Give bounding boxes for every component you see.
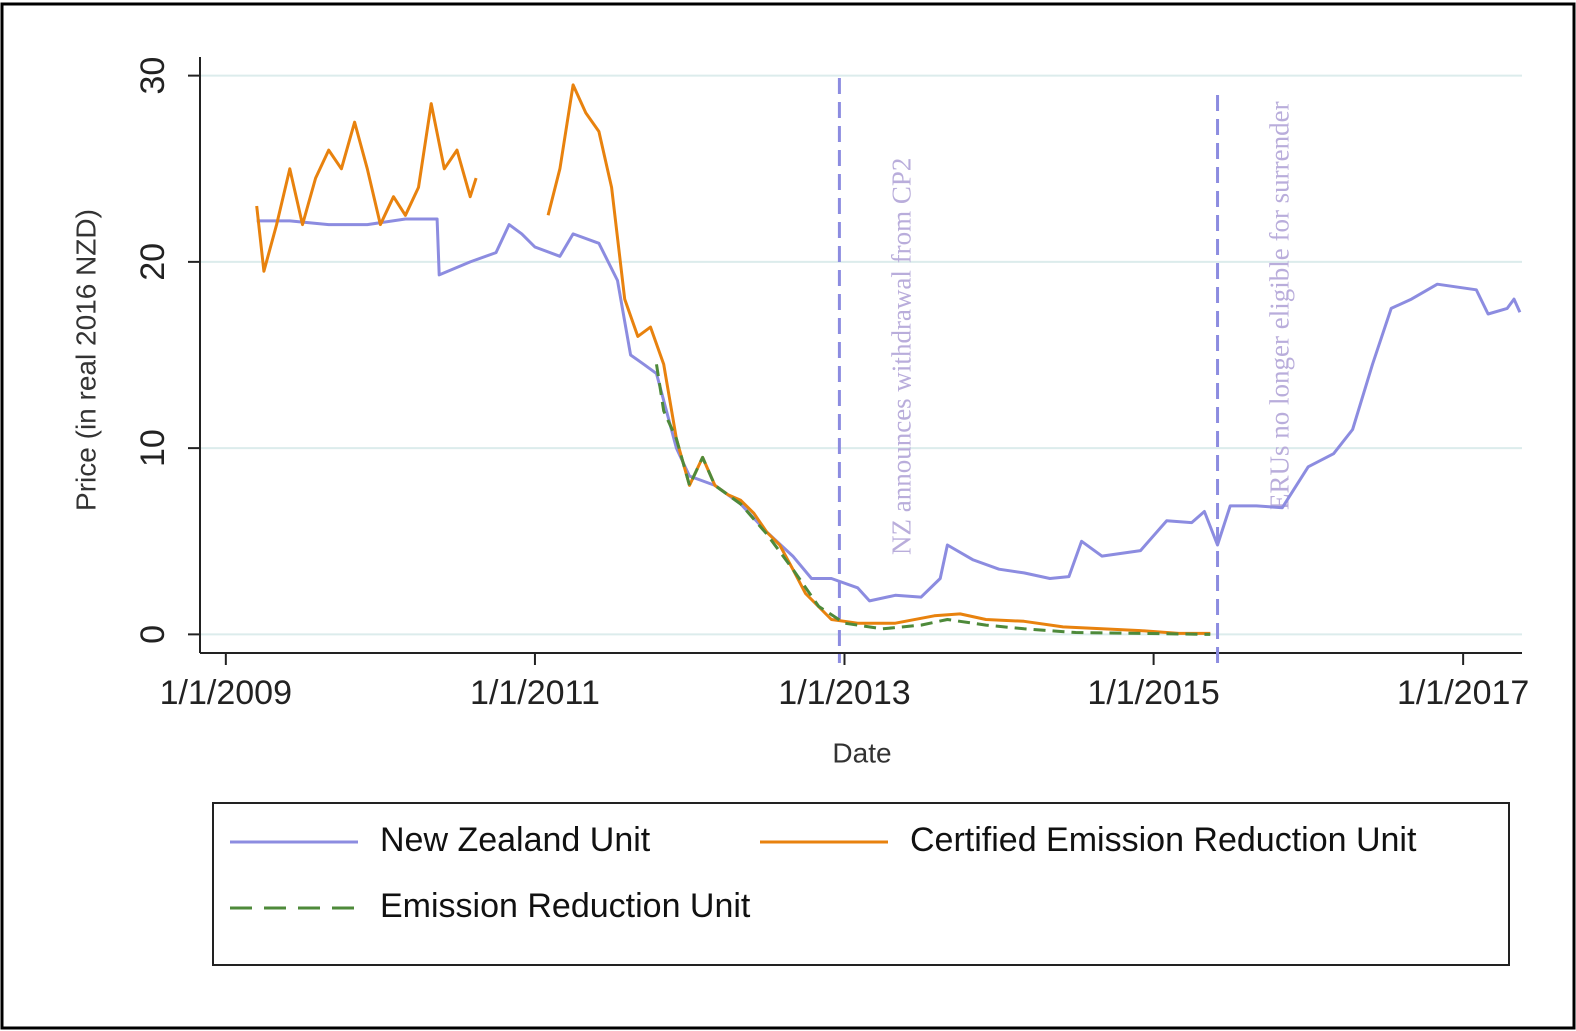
annotation: NZ announces withdrawal from CP2 (887, 158, 917, 555)
x-tick-label: 1/1/2009 (160, 674, 292, 712)
x-tick-label: 1/1/2015 (1087, 674, 1219, 712)
y-tick-label: 30 (134, 57, 172, 95)
y-tick-label: 0 (134, 625, 172, 644)
series-line (655, 364, 1211, 636)
y-tick-label: 20 (134, 243, 172, 281)
series-line (255, 83, 1211, 635)
y-tick-label: 10 (134, 429, 172, 467)
x-axis-title: Date (832, 737, 891, 768)
x-tick-label: 1/1/2011 (470, 674, 600, 712)
y-axis-title: Price (in real 2016 NZD) (70, 209, 101, 511)
annotation: ERUs no longer eligible for surrender (1265, 101, 1295, 510)
legend (212, 802, 1510, 966)
legend-label: Emission Reduction Unit (380, 887, 751, 925)
x-tick-label: 1/1/2017 (1397, 674, 1529, 712)
x-tick-label: 1/1/2013 (778, 674, 910, 712)
legend-label: Certified Emission Reduction Unit (910, 821, 1417, 859)
legend-label: New Zealand Unit (380, 821, 651, 859)
series-line (256, 217, 1522, 603)
